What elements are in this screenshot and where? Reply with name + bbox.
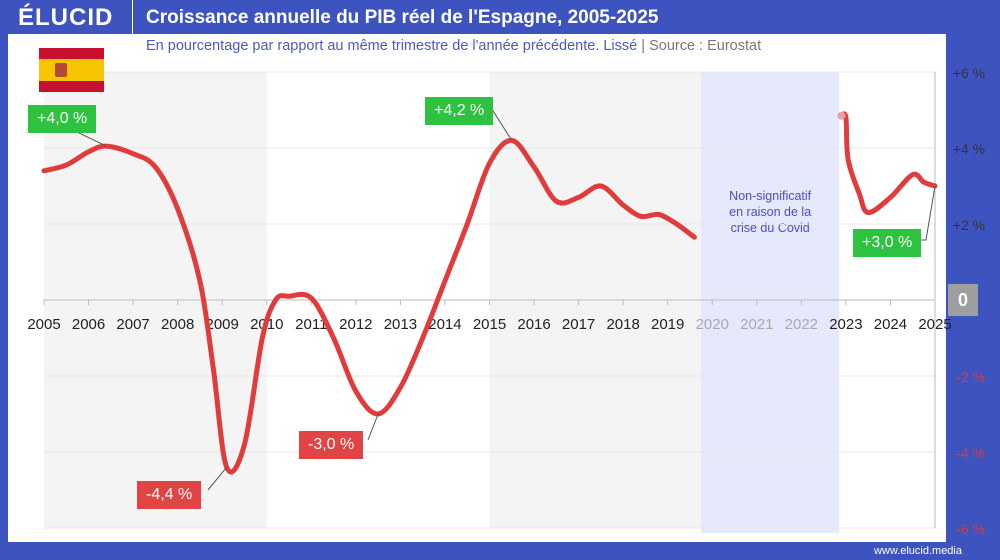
chart-title: Croissance annuelle du PIB réel de l'Esp… <box>146 7 659 28</box>
gdp-line-2005-2019 <box>41 137 697 475</box>
x-tick-label: 2009 <box>206 316 239 333</box>
annotation-label: +4,2 % <box>425 97 494 125</box>
y-tick-label: 0 <box>958 290 968 310</box>
zero-badge <box>948 284 978 316</box>
x-tick-label: 2020 <box>696 316 729 333</box>
annotation-leader <box>367 413 379 441</box>
x-tick-label: 2022 <box>785 316 818 333</box>
x-tick-label: 2005 <box>27 316 60 333</box>
x-tick-label: 2008 <box>161 316 194 333</box>
x-tick-label: 2013 <box>384 316 417 333</box>
spain-coat-of-arms <box>55 63 67 77</box>
x-tick-label: 2012 <box>339 316 372 333</box>
annotation-label: +3,0 % <box>853 229 922 257</box>
subtitle-separator: | <box>641 38 646 54</box>
annotation-leader <box>489 105 513 141</box>
covid-note: Non-significatif <box>729 189 812 203</box>
gdp-line-2023-2025 <box>838 111 938 216</box>
x-tick-label: 2023 <box>829 316 862 333</box>
x-tick-label: 2025 <box>918 316 951 333</box>
x-tick-label: 2018 <box>606 316 639 333</box>
annotation-leader <box>207 466 228 491</box>
y-tick-label: -6 % <box>956 521 985 537</box>
x-tick-label: 2007 <box>116 316 149 333</box>
footer-url[interactable]: www.elucid.media <box>873 545 962 557</box>
y-tick-label: +2 % <box>953 217 985 233</box>
elucid-logo: ÉLUCID <box>18 4 114 31</box>
annotation-label: -3,0 % <box>299 431 364 459</box>
source-text: Source : Eurostat <box>649 38 762 54</box>
covid-band <box>701 72 840 533</box>
covid-note: en raison de la <box>729 205 811 219</box>
y-tick-label: -4 % <box>956 445 985 461</box>
x-tick-label: 2016 <box>517 316 550 333</box>
chart-subtitle: En pourcentage par rapport au même trime… <box>146 38 761 54</box>
x-tick-label: 2011 <box>295 316 327 333</box>
subtitle-text: En pourcentage par rapport au même trime… <box>146 38 638 54</box>
spain-flag-yellow <box>39 59 104 81</box>
annotation-label: -4,4 % <box>137 481 202 509</box>
covid-note: crise du Covid <box>731 221 810 235</box>
x-tick-label: 2021 <box>740 316 773 333</box>
x-tick-label: 2015 <box>473 316 506 333</box>
x-tick-label: 2014 <box>428 316 461 333</box>
y-tick-label: +4 % <box>953 141 985 157</box>
y-tick-label: -2 % <box>956 369 985 385</box>
x-tick-label: 2024 <box>874 316 907 333</box>
x-tick-label: 2019 <box>651 316 684 333</box>
x-tick-label: 2006 <box>72 316 105 333</box>
x-tick-label: 2017 <box>562 316 595 333</box>
series-start-dot <box>837 111 846 120</box>
annotation-leader <box>920 185 936 241</box>
annotation-label: +4,0 % <box>28 105 97 133</box>
y-tick-label: +6 % <box>953 65 985 81</box>
header-divider <box>132 0 133 34</box>
